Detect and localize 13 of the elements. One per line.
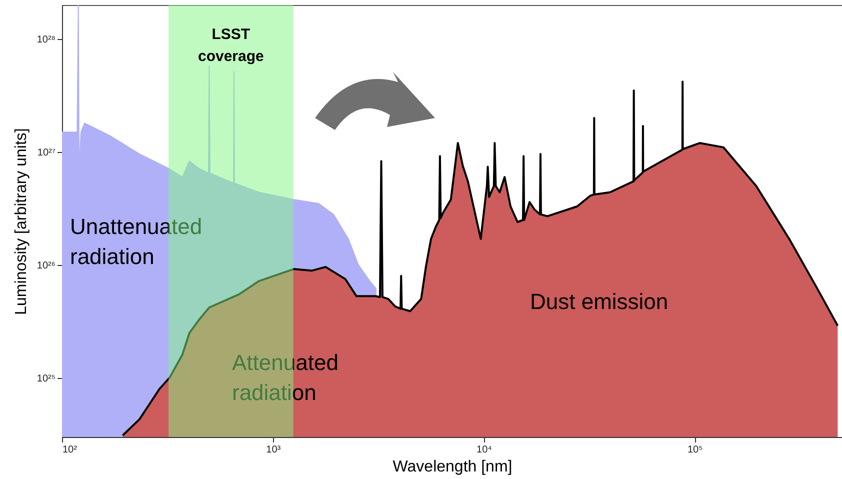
x-tick-label: 10² — [62, 444, 78, 456]
band-label: LSST coverage — [198, 26, 264, 65]
x-axis-title: Wavelength [nm] — [392, 458, 512, 476]
y-tick-label: 10²⁸ — [36, 34, 56, 46]
annotation: Dust emission — [530, 289, 668, 314]
y-axis-title: Luminosity [arbitrary units] — [12, 128, 30, 315]
y-tick-label: 10²⁷ — [37, 147, 56, 158]
y-tick-label: 10²⁵ — [36, 373, 56, 384]
x-tick-label: 10³ — [266, 444, 282, 456]
y-tick-label: 10²⁶ — [36, 260, 56, 272]
annotation: Unattenuated radiation — [70, 214, 202, 269]
x-tick-label: 10⁵ — [687, 444, 703, 456]
x-tick-label: 10⁴ — [476, 444, 492, 456]
